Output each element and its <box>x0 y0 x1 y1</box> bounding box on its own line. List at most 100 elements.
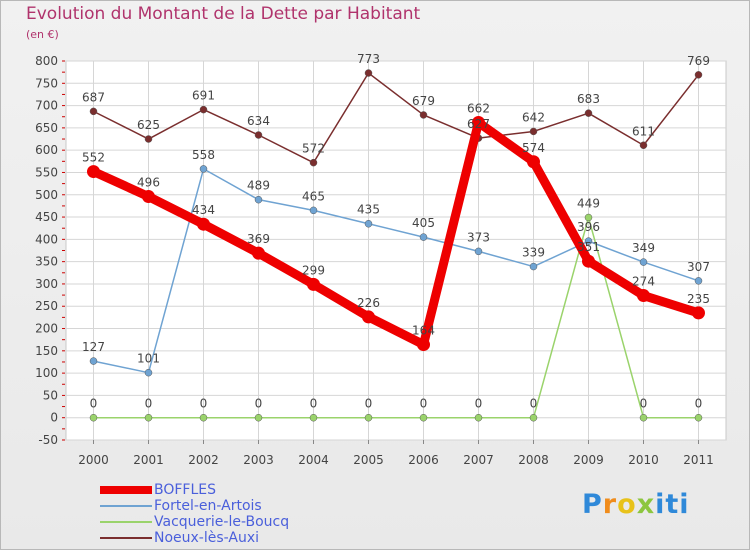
data-label: 773 <box>357 52 380 66</box>
data-point <box>89 357 98 365</box>
data-point <box>584 109 593 117</box>
data-point <box>362 310 375 324</box>
data-point <box>529 413 538 422</box>
data-label: 226 <box>357 296 380 310</box>
data-label: 373 <box>467 230 490 244</box>
data-point <box>144 368 153 377</box>
x-tick-label: 2000 <box>78 453 109 467</box>
x-tick-label: 2001 <box>133 453 164 467</box>
y-tick-label: 500 <box>35 188 58 202</box>
data-label: 611 <box>632 124 655 138</box>
data-point <box>472 116 485 130</box>
data-label: 274 <box>632 275 655 289</box>
data-label: 449 <box>577 197 600 211</box>
plot-area <box>65 60 727 441</box>
data-point <box>584 213 593 222</box>
data-label: 489 <box>247 179 270 193</box>
legend-swatch <box>100 486 152 494</box>
legend-label: Fortel-en-Artois <box>154 498 262 514</box>
data-label: 662 <box>467 102 490 116</box>
y-tick-label: 400 <box>35 232 58 246</box>
legend-label: BOFFLES <box>154 482 217 498</box>
data-label: 127 <box>82 340 105 354</box>
y-tick-label: 150 <box>35 344 58 358</box>
data-point <box>364 219 373 228</box>
chart-subtitle: (en €) <box>26 28 59 41</box>
legend-swatch <box>100 521 152 523</box>
data-point <box>692 306 705 320</box>
x-tick-label: 2011 <box>683 453 714 467</box>
data-point <box>144 413 153 422</box>
data-label: 339 <box>522 246 545 260</box>
data-label: 683 <box>577 92 600 106</box>
y-tick-label: 0 <box>50 411 58 425</box>
data-label: 0 <box>640 397 648 411</box>
data-label: 351 <box>577 240 600 254</box>
data-point <box>252 246 265 260</box>
data-point <box>199 165 208 173</box>
data-point <box>254 413 263 422</box>
data-point <box>639 413 648 422</box>
x-tick-label: 2003 <box>243 453 274 467</box>
data-point <box>144 135 153 143</box>
data-label: 552 <box>82 151 105 165</box>
data-point <box>639 258 648 266</box>
series-line-noeux-l-s-auxi <box>92 72 700 164</box>
data-point <box>474 247 483 256</box>
data-label: 625 <box>137 118 160 132</box>
data-point <box>87 165 100 179</box>
y-tick-label: 50 <box>43 388 58 402</box>
data-label: 405 <box>412 216 435 230</box>
data-label: 299 <box>302 263 325 277</box>
x-tick-label: 2009 <box>573 453 604 467</box>
data-label: 369 <box>247 232 270 246</box>
legend-label: Noeux-lès-Auxi <box>154 530 260 546</box>
x-tick-label: 2005 <box>353 453 384 467</box>
data-point <box>197 217 210 231</box>
data-label: 235 <box>687 292 710 306</box>
data-label: 164 <box>412 324 435 338</box>
y-tick-label: 350 <box>35 255 58 269</box>
data-point <box>419 413 428 422</box>
data-label: 496 <box>137 176 160 190</box>
y-tick-label: 550 <box>35 165 58 179</box>
proxiti-logo: Proxiti <box>582 489 690 520</box>
data-label: 101 <box>137 352 160 366</box>
legend-label: Vacquerie-le-Boucq <box>154 514 290 530</box>
legend-item: Vacquerie-le-Boucq <box>100 514 289 530</box>
data-point <box>584 237 593 245</box>
data-label: 435 <box>357 203 380 217</box>
y-tick-label: -50 <box>38 433 58 447</box>
x-tick-label: 2006 <box>408 453 439 467</box>
data-point <box>582 254 595 268</box>
legend-item: Noeux-lès-Auxi <box>100 530 289 546</box>
data-point <box>529 127 538 136</box>
data-label: 434 <box>192 203 215 217</box>
legend-swatch <box>100 537 152 539</box>
x-tick-label: 2004 <box>298 453 329 467</box>
y-tick-label: 300 <box>35 277 58 291</box>
series-line-vacquerie-le-boucq <box>92 216 700 419</box>
data-point <box>417 338 430 352</box>
data-point <box>199 413 208 422</box>
data-label: 769 <box>687 54 710 68</box>
y-tick-label: 100 <box>35 366 58 380</box>
data-label: 0 <box>145 397 153 411</box>
data-point <box>639 141 648 150</box>
data-label: 307 <box>687 260 710 274</box>
series-line-boffles <box>89 118 703 350</box>
legend: BOFFLES Fortel-en-Artois Vacquerie-le-Bouc… <box>100 482 289 546</box>
data-label: 0 <box>90 397 98 411</box>
data-point <box>694 71 703 79</box>
data-label: 0 <box>420 397 428 411</box>
data-label: 691 <box>192 89 215 103</box>
data-point <box>307 277 320 291</box>
data-label: 572 <box>302 142 325 156</box>
y-tick-label: 700 <box>35 99 58 113</box>
chart-title: Evolution du Montant de la Dette par Hab… <box>26 4 421 24</box>
data-point <box>474 413 483 422</box>
data-label: 627 <box>467 117 490 131</box>
data-point <box>89 413 98 422</box>
data-label: 642 <box>522 110 545 124</box>
